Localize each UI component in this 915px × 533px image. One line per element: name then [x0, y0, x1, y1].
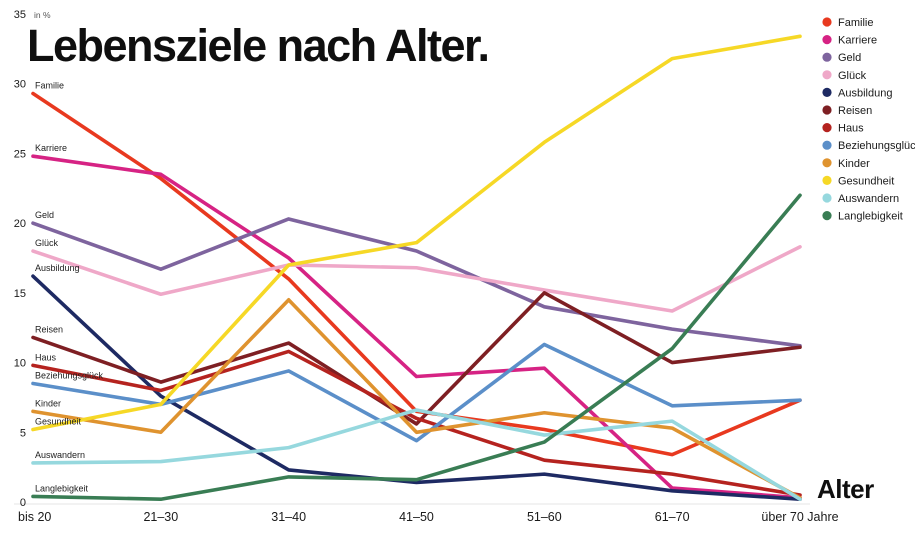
series-start-label-glück: Glück	[35, 238, 59, 248]
series-line-glück	[31, 245, 802, 313]
legend-label-ausbildung: Ausbildung	[838, 87, 892, 99]
series-start-label-beziehungsglück: Beziehungsglück	[35, 370, 104, 380]
series-line-kinder	[31, 298, 802, 500]
series-line-geld	[31, 217, 802, 348]
legend-swatch-kinder	[822, 158, 832, 168]
y-tick-label: 35	[14, 9, 26, 21]
y-tick-label: 5	[20, 427, 26, 439]
legend-label-haus: Haus	[838, 123, 864, 135]
chart-title: Lebensziele nach Alter.	[27, 20, 490, 71]
series-line-beziehungsglück	[31, 342, 802, 443]
series-start-label-geld: Geld	[35, 210, 54, 220]
series-start-label-langlebigkeit: Langlebigkeit	[35, 483, 89, 493]
legend-swatch-beziehungsglück	[822, 140, 832, 150]
series-start-label-auswandern: Auswandern	[35, 450, 85, 460]
legend-label-langlebigkeit: Langlebigkeit	[838, 211, 903, 223]
y-tick-label: 30	[14, 79, 26, 91]
legend-swatch-haus	[822, 123, 832, 133]
y-tick-label: 0	[20, 497, 26, 509]
series-line-langlebigkeit	[31, 193, 802, 502]
series-start-label-kinder: Kinder	[35, 398, 61, 408]
legend-label-familie: Familie	[838, 17, 873, 29]
series-start-label-gesundheit: Gesundheit	[35, 416, 82, 426]
legend-label-karriere: Karriere	[838, 35, 877, 47]
y-tick-label: 10	[14, 358, 26, 370]
series-start-label-ausbildung: Ausbildung	[35, 263, 80, 273]
x-tick-label: über 70 Jahre	[761, 510, 838, 524]
series-line-familie	[31, 91, 802, 457]
series-start-label-haus: Haus	[35, 352, 57, 362]
legend-swatch-langlebigkeit	[822, 211, 832, 221]
x-tick-label: 51–60	[527, 510, 562, 524]
legend-label-glück: Glück	[838, 70, 867, 82]
x-axis-title: Alter	[817, 474, 874, 504]
x-tick-label: 61–70	[655, 510, 690, 524]
y-tick-label: 25	[14, 148, 26, 160]
legend-label-kinder: Kinder	[838, 158, 870, 170]
x-tick-label: 41–50	[399, 510, 434, 524]
legend-swatch-ausbildung	[822, 87, 832, 97]
legend-swatch-familie	[822, 17, 832, 27]
legend-label-beziehungsglück: Beziehungsglück	[838, 140, 915, 152]
legend-swatch-reisen	[822, 105, 832, 115]
y-tick-label: 15	[14, 288, 26, 300]
series-line-gesundheit	[31, 34, 802, 432]
y-axis-unit-label: in %	[34, 10, 51, 20]
series-start-label-reisen: Reisen	[35, 324, 63, 334]
legend-label-auswandern: Auswandern	[838, 193, 899, 205]
legend-swatch-glück	[822, 70, 832, 80]
series-start-label-karriere: Karriere	[35, 143, 67, 153]
series-line-haus	[31, 349, 802, 497]
series-line-ausbildung	[31, 274, 802, 502]
series-line-reisen	[31, 291, 802, 426]
series-line-karriere	[31, 154, 802, 500]
legend-swatch-auswandern	[822, 193, 832, 203]
y-tick-label: 20	[14, 218, 26, 230]
legend-swatch-karriere	[822, 35, 832, 45]
x-tick-label: 31–40	[271, 510, 306, 524]
series-start-label-familie: Familie	[35, 80, 64, 90]
x-tick-label: 21–30	[143, 510, 178, 524]
x-tick-label: bis 20	[18, 510, 51, 524]
legend-label-gesundheit: Gesundheit	[838, 175, 894, 187]
legend-label-reisen: Reisen	[838, 105, 872, 117]
legend-swatch-gesundheit	[822, 175, 832, 185]
legend-swatch-geld	[822, 52, 832, 62]
series-line-auswandern	[31, 408, 802, 502]
legend-label-geld: Geld	[838, 52, 861, 64]
